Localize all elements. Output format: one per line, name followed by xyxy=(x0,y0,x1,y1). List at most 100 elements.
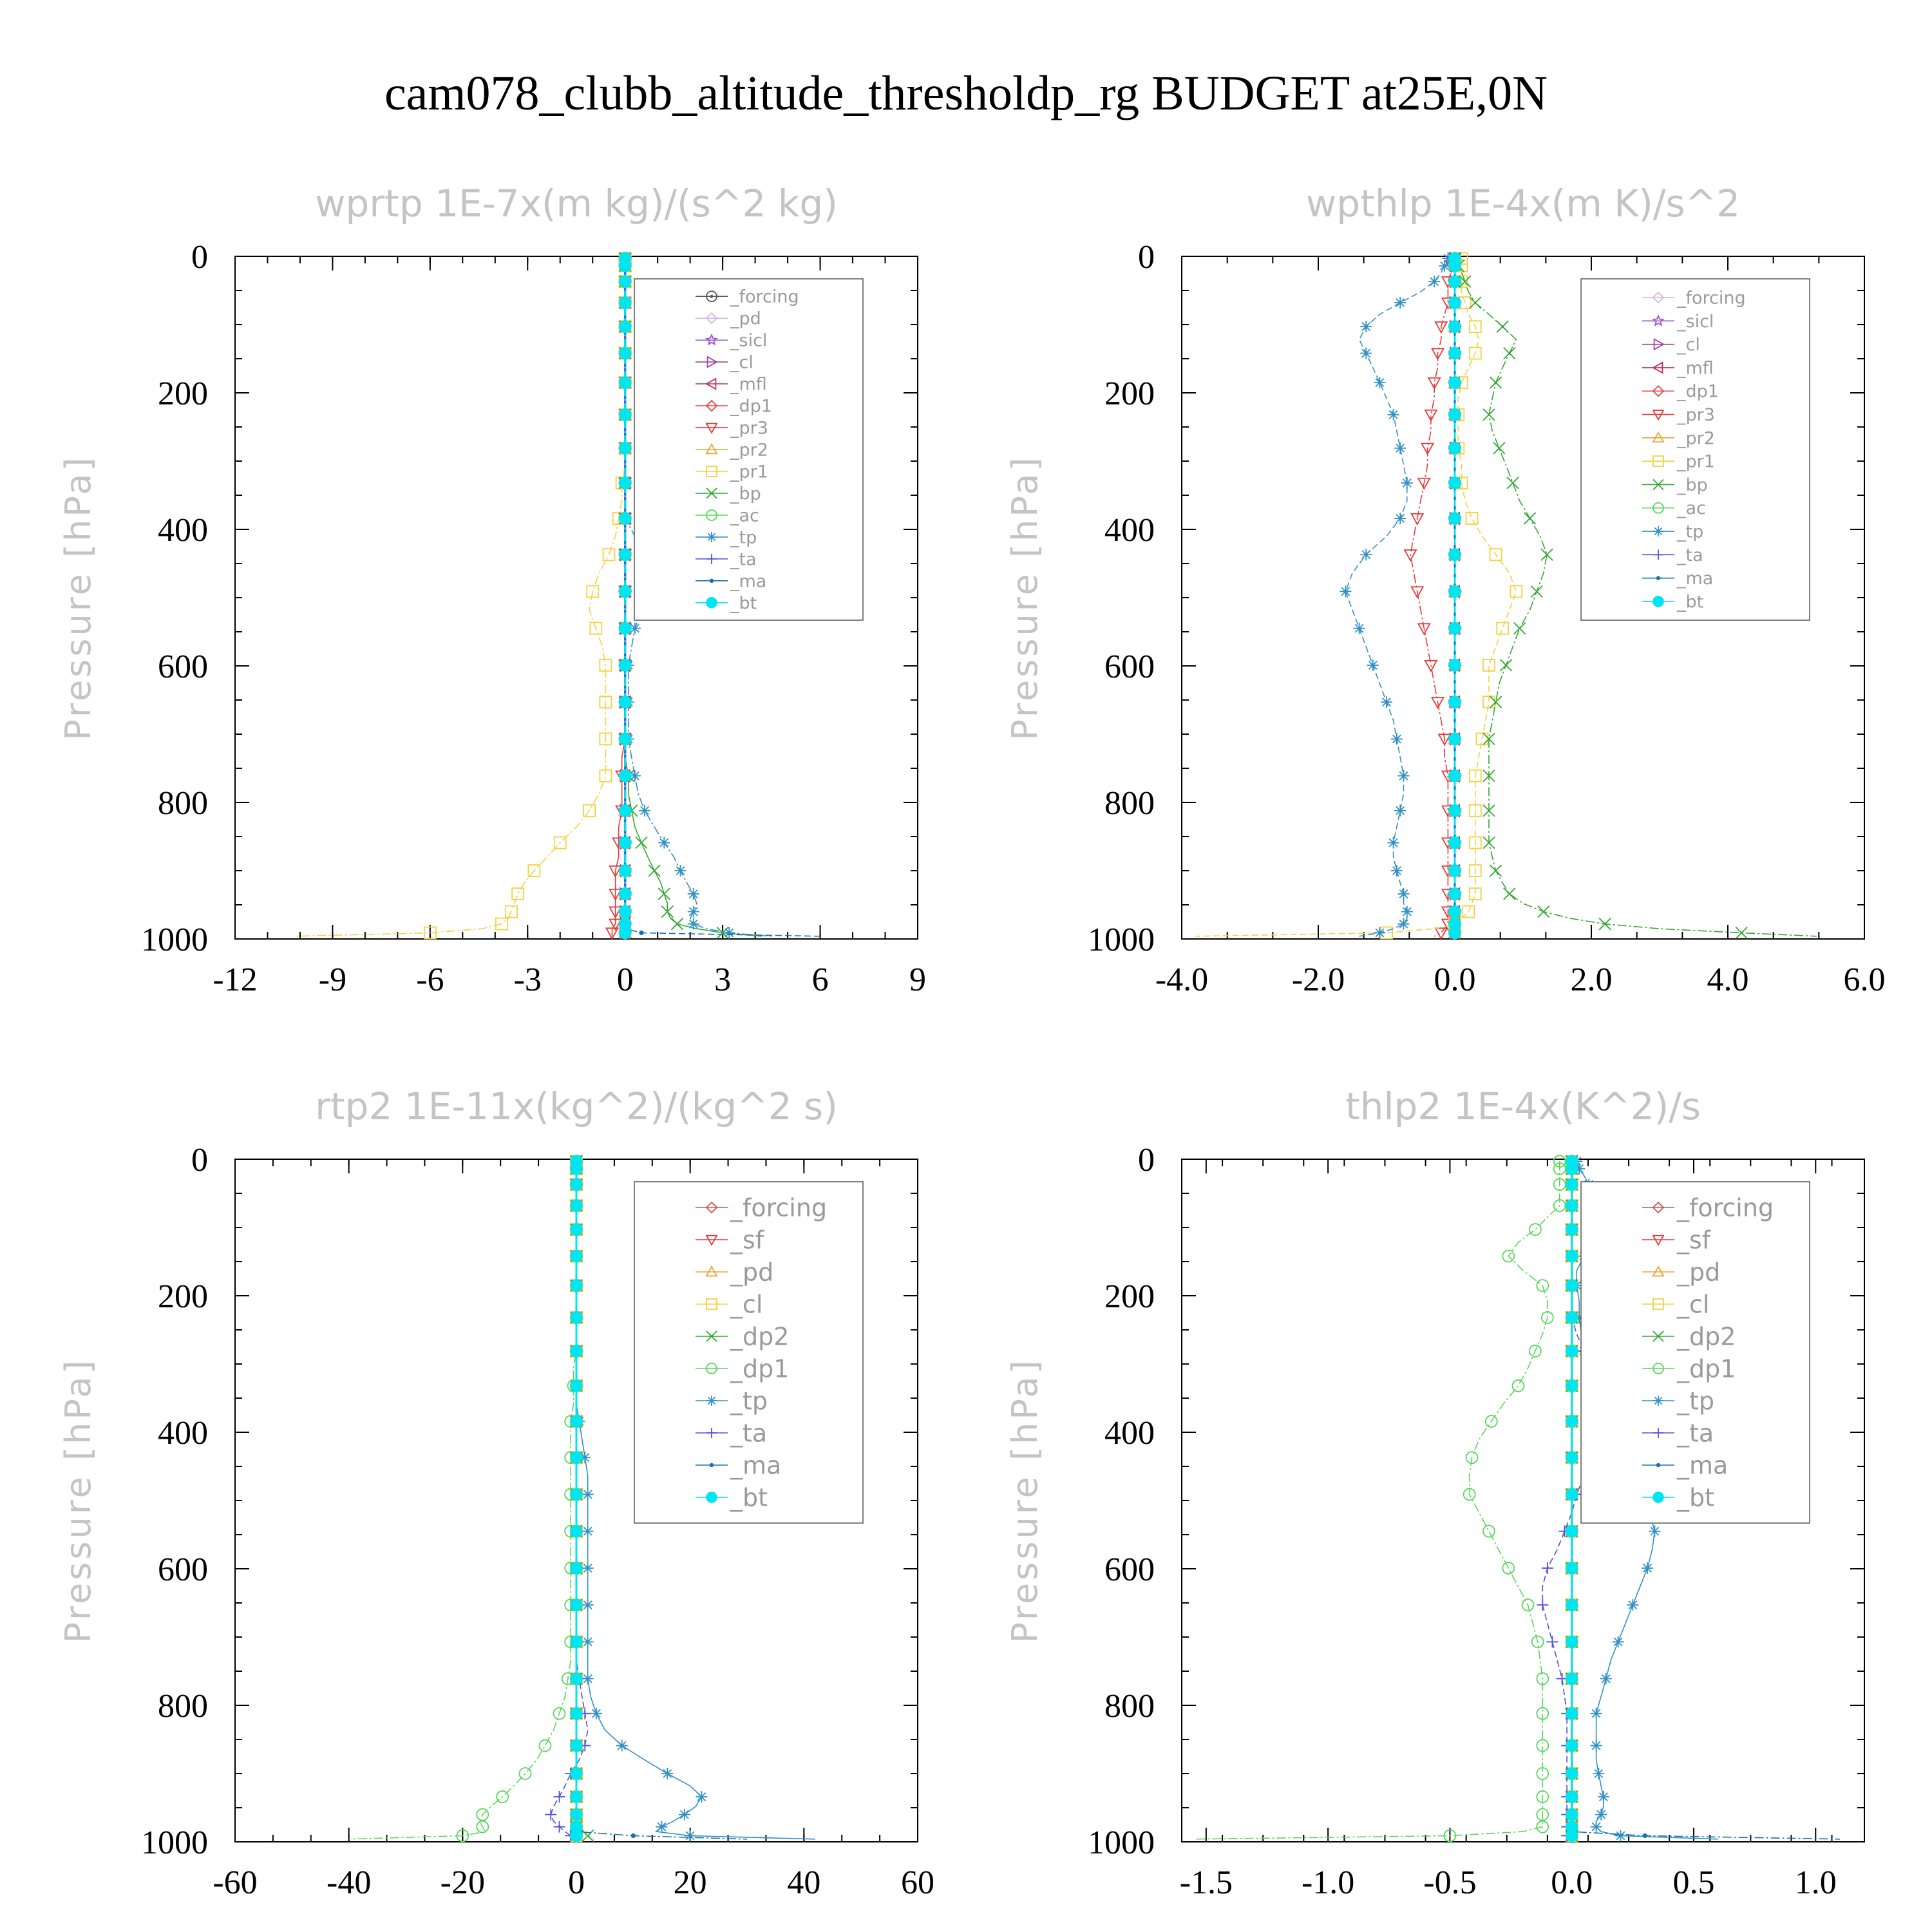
data-point xyxy=(1448,621,1461,635)
legend-label: _tp xyxy=(1676,522,1703,542)
data-point xyxy=(605,927,620,940)
data-point xyxy=(1553,1162,1566,1175)
legend-marker xyxy=(706,1363,717,1374)
data-point xyxy=(1448,320,1461,334)
data-point xyxy=(570,1524,583,1538)
data-point xyxy=(661,1768,674,1779)
data-point xyxy=(1428,276,1441,288)
legend-label: _dp1 xyxy=(1676,382,1719,402)
legend-marker xyxy=(1653,596,1664,607)
data-point xyxy=(656,1821,668,1833)
data-point xyxy=(1360,549,1372,561)
data-point xyxy=(1496,320,1509,333)
data-point xyxy=(1553,1155,1566,1168)
legend-marker xyxy=(1652,1201,1665,1214)
data-point xyxy=(1536,1790,1549,1803)
data-point xyxy=(1503,346,1516,360)
data-point xyxy=(674,865,687,876)
legend-label: _tp xyxy=(730,1387,768,1415)
legend-marker xyxy=(1653,526,1663,537)
data-point xyxy=(1593,1768,1605,1779)
legend-marker xyxy=(705,1235,718,1246)
panel-4: thlp2 1E-4x(K^2)/s Pressure [hPa] 0 200 400 6… xyxy=(1005,1084,1865,1901)
legend-label: _ta xyxy=(730,1419,767,1447)
series-line xyxy=(1345,258,1449,937)
y-tick-label: 1000 xyxy=(1088,922,1155,958)
data-point xyxy=(1565,1672,1578,1685)
x-tick-label: 2.0 xyxy=(1571,961,1613,998)
data-point xyxy=(1397,918,1410,930)
legend-label: _cl xyxy=(730,1290,762,1318)
x-tick-label: 0.0 xyxy=(1434,961,1476,998)
data-point xyxy=(1448,275,1461,289)
x-tick-label: 0.5 xyxy=(1673,1864,1715,1901)
data-point xyxy=(1448,512,1461,525)
data-point xyxy=(1496,621,1510,635)
data-point xyxy=(1565,1524,1578,1538)
legend-marker xyxy=(705,333,718,346)
data-point xyxy=(1536,1808,1549,1821)
figure-title: cam078_clubb_altitude_thresholdp_rg BUDG… xyxy=(384,66,1548,120)
series-line xyxy=(1410,258,1455,937)
data-point xyxy=(570,1415,583,1428)
data-point xyxy=(602,548,616,562)
data-point xyxy=(1553,1178,1566,1191)
legend-label: _mfl xyxy=(730,375,767,395)
data-point xyxy=(1565,1279,1578,1292)
data-point xyxy=(618,804,632,817)
series-dp1 xyxy=(1193,1155,1566,1842)
data-point xyxy=(1546,1636,1558,1648)
data-point xyxy=(1565,1488,1578,1501)
data-point xyxy=(1448,864,1461,877)
data-point xyxy=(599,696,612,709)
data-point xyxy=(1448,346,1461,360)
legend-marker xyxy=(705,399,718,412)
data-point xyxy=(716,926,729,940)
x-tick-label: -2.0 xyxy=(1292,961,1345,998)
y-tick-label: 800 xyxy=(1104,1688,1155,1725)
data-point xyxy=(1573,1162,1586,1175)
legend: _forcing _sicl _cl _mfl _dp1 _pr3 _pr2 _pr1 _bp _… xyxy=(1580,278,1810,621)
series-line xyxy=(1195,258,1517,937)
legend-label: _ma xyxy=(1676,1451,1728,1479)
data-point xyxy=(1434,927,1448,940)
data-point xyxy=(1387,837,1399,849)
data-point xyxy=(1536,1672,1549,1685)
data-point xyxy=(1523,512,1537,525)
legend-label: _bt xyxy=(1676,1483,1714,1511)
data-point xyxy=(1360,347,1372,359)
legend-marker xyxy=(706,1331,717,1342)
y-tick-label: 400 xyxy=(1104,512,1155,549)
legend-marker xyxy=(1653,502,1664,514)
panel-2: wpthlp 1E-4x(m K)/s^2 Pressure [hPa] 0 200 4… xyxy=(1005,182,1886,998)
data-point xyxy=(570,1808,583,1821)
data-point xyxy=(630,1833,636,1839)
y-axis-label: Pressure [hPa] xyxy=(58,1358,99,1643)
x-tick-label: -0.5 xyxy=(1423,1864,1476,1901)
legend-label: _pd xyxy=(1676,1258,1720,1286)
data-point xyxy=(1417,477,1431,490)
data-point xyxy=(1565,1311,1578,1324)
x-tick-label: -20 xyxy=(440,1864,485,1901)
data-point xyxy=(1468,887,1482,900)
legend: _forcing_pd_sicl_cl_mfl_dp1_pr3_pr2_pr1_… xyxy=(634,278,864,621)
data-point xyxy=(1489,376,1502,389)
data-point xyxy=(1565,1162,1578,1175)
y-tick-label: 800 xyxy=(158,1688,208,1725)
data-point xyxy=(618,926,632,940)
legend-label: _forcing xyxy=(1676,1193,1774,1222)
data-point xyxy=(1448,905,1461,918)
series-bt xyxy=(618,252,632,940)
data-point xyxy=(1442,252,1454,265)
legend-label: _sicl xyxy=(730,331,767,351)
data-point xyxy=(1565,1739,1578,1752)
data-point xyxy=(618,408,632,421)
data-point xyxy=(1448,769,1461,782)
data-point xyxy=(570,1598,583,1612)
legend-label: _bt xyxy=(730,593,757,613)
x-tick-label: 0.0 xyxy=(1551,1864,1593,1901)
legend-label: _sicl xyxy=(1676,312,1714,332)
data-point xyxy=(1448,836,1461,849)
legend-label: _sf xyxy=(730,1226,765,1254)
y-tick-label: 400 xyxy=(158,1415,208,1452)
